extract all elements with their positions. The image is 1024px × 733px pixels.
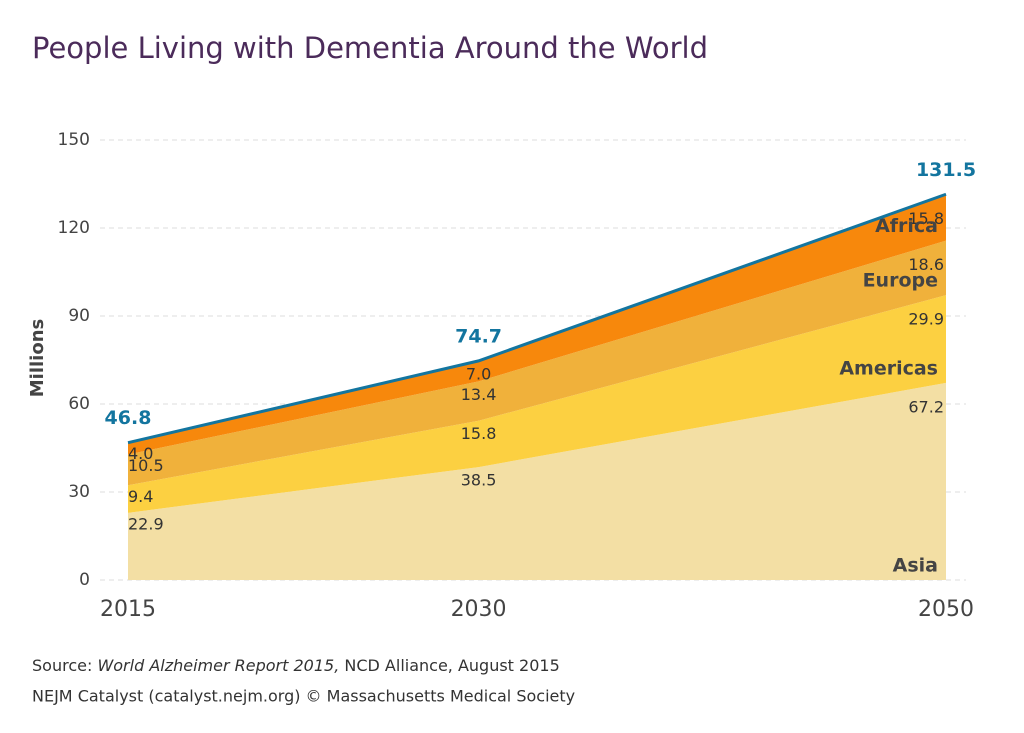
y-axis-label: Millions bbox=[27, 319, 48, 398]
data-label: 10.5 bbox=[128, 456, 164, 475]
area bbox=[128, 382, 946, 580]
x-tick-label: 2015 bbox=[100, 597, 156, 622]
series-label: Europe bbox=[863, 270, 938, 292]
chart-title: People Living with Dementia Around the W… bbox=[32, 31, 708, 65]
data-label: 15.8 bbox=[908, 209, 944, 228]
area bbox=[128, 194, 946, 455]
area bbox=[128, 240, 946, 486]
data-label: 9.4 bbox=[128, 487, 153, 506]
source-rest: NCD Alliance, August 2015 bbox=[344, 656, 559, 675]
total-label: 46.8 bbox=[105, 407, 152, 429]
data-label: 67.2 bbox=[908, 397, 944, 416]
y-tick-label: 30 bbox=[68, 482, 90, 502]
series-label: Asia bbox=[893, 555, 938, 577]
data-label: 29.9 bbox=[908, 310, 944, 329]
y-tick-label: 60 bbox=[68, 394, 90, 414]
data-label: 18.6 bbox=[908, 255, 944, 274]
series-label: Americas bbox=[839, 357, 938, 379]
y-tick-label: 0 bbox=[79, 570, 90, 590]
source: Source: World Alzheimer Report 2015, NCD… bbox=[32, 656, 560, 675]
data-label: 15.8 bbox=[461, 424, 497, 443]
x-tick-label: 2030 bbox=[451, 597, 507, 622]
x-tick-label: 2050 bbox=[918, 597, 974, 622]
data-label: 4.0 bbox=[128, 444, 153, 463]
credit: NEJM Catalyst (catalyst.nejm.org) © Mass… bbox=[32, 687, 575, 706]
data-label: 7.0 bbox=[466, 364, 491, 383]
data-label: 38.5 bbox=[461, 471, 497, 490]
y-tick-label: 150 bbox=[58, 130, 90, 150]
total-label: 74.7 bbox=[455, 325, 502, 347]
total-line bbox=[127, 192, 947, 445]
source-prefix: Source: bbox=[32, 656, 92, 675]
total-label: 131.5 bbox=[916, 159, 976, 181]
series-label: Africa bbox=[875, 215, 938, 237]
y-tick-label: 90 bbox=[68, 306, 90, 326]
y-tick-label: 120 bbox=[58, 218, 90, 238]
data-label: 22.9 bbox=[128, 514, 164, 533]
source-title: World Alzheimer Report 2015, bbox=[97, 656, 339, 675]
data-label: 13.4 bbox=[461, 385, 497, 404]
area bbox=[128, 295, 946, 513]
